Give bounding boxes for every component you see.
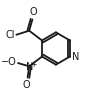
Text: O: O xyxy=(29,7,37,17)
Text: −O: −O xyxy=(1,57,17,67)
Text: N: N xyxy=(72,52,79,62)
Text: N: N xyxy=(26,62,34,72)
Text: O: O xyxy=(23,80,31,90)
Text: +: + xyxy=(30,60,36,69)
Text: Cl: Cl xyxy=(5,30,15,40)
